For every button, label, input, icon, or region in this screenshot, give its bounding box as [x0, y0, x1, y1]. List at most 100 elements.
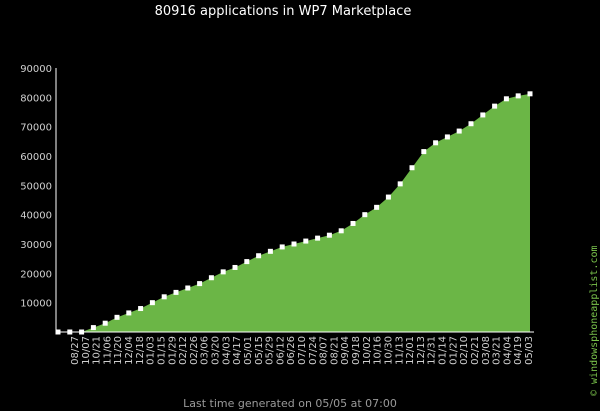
x-tick-label: 04/04 — [502, 336, 513, 365]
x-tick-label: 12/18 — [135, 336, 146, 365]
x-tick-label: 12/04 — [124, 336, 135, 365]
x-tick-label: 10/02 — [362, 336, 373, 365]
x-tick-label: 01/29 — [167, 336, 178, 365]
data-point — [102, 320, 108, 326]
axes — [55, 68, 534, 333]
data-point — [256, 253, 262, 259]
data-point — [114, 314, 120, 320]
y-tick-label: 50000 — [20, 181, 52, 192]
x-tick-label: 07/10 — [297, 336, 308, 365]
y-tick-label: 90000 — [20, 64, 52, 75]
x-tick-label: 12/13 — [416, 336, 427, 365]
y-tick-label: 40000 — [20, 211, 52, 222]
area-layer — [58, 93, 530, 333]
x-tick-label: 02/21 — [470, 336, 481, 365]
data-point — [468, 121, 474, 127]
x-tick-label: 10/21 — [92, 336, 103, 365]
area-series — [58, 93, 530, 333]
y-tick-label: 70000 — [20, 123, 52, 134]
x-tick-label: 09/04 — [340, 336, 351, 365]
data-point — [326, 232, 332, 238]
data-point — [197, 281, 203, 287]
x-tick-label: 05/03 — [524, 336, 535, 365]
x-tick-label: 05/29 — [265, 336, 276, 365]
data-point — [185, 285, 191, 291]
data-point — [291, 241, 297, 247]
x-tick-label: 04/19 — [513, 336, 524, 365]
data-point — [480, 112, 486, 118]
x-tick-label: 04/17 — [232, 336, 243, 365]
data-point — [267, 248, 273, 254]
data-point — [397, 181, 403, 187]
x-tick-label: 02/26 — [189, 336, 200, 365]
x-tick-label: 09/18 — [351, 336, 362, 365]
x-tick-label: 04/03 — [221, 336, 232, 365]
x-tick-label: 05/01 — [243, 336, 254, 365]
data-point — [374, 204, 380, 210]
x-tick-label: 06/26 — [286, 336, 297, 365]
x-tick-label: 01/15 — [156, 336, 167, 365]
data-point — [90, 325, 96, 331]
data-point — [208, 275, 214, 281]
data-point — [279, 244, 285, 250]
x-tick-label: 12/01 — [405, 336, 416, 365]
x-tick-label: 03/20 — [211, 336, 222, 365]
marker-layer — [55, 91, 533, 335]
x-tick-label: 12/31 — [427, 336, 438, 365]
data-point — [303, 238, 309, 244]
x-tick-label: 08/07 — [319, 336, 330, 365]
x-tick-label: 01/14 — [438, 336, 449, 365]
y-tick-label: 30000 — [20, 240, 52, 251]
data-point — [149, 300, 155, 306]
x-tick-label: 11/06 — [102, 336, 113, 365]
data-point — [315, 235, 321, 241]
data-point — [409, 165, 415, 171]
footer-text: Last time generated on 05/05 at 07:00 — [183, 397, 397, 410]
data-point — [232, 264, 238, 270]
data-point — [421, 149, 427, 155]
x-tick-label: 01/03 — [146, 336, 157, 365]
data-point — [173, 289, 179, 295]
x-tick-label: 08/27 — [70, 336, 81, 365]
x-tick-label: 02/12 — [178, 336, 189, 365]
x-tick-label: 01/27 — [448, 336, 459, 365]
x-tick-label: 08/21 — [329, 336, 340, 365]
x-tick-label: 07/24 — [308, 336, 319, 365]
data-point — [527, 91, 533, 97]
y-tick-label: 20000 — [20, 269, 52, 280]
credit-text: © windowsphoneapplist.com — [589, 245, 600, 396]
data-point — [126, 310, 132, 316]
x-tick-label: 03/08 — [481, 336, 492, 365]
x-tick-label: 11/13 — [394, 336, 405, 365]
y-tick-label: 80000 — [20, 93, 52, 104]
x-tick-label: 05/15 — [254, 336, 265, 365]
data-point — [138, 306, 144, 312]
x-tick-label: 10/30 — [383, 336, 394, 365]
data-point — [338, 228, 344, 234]
data-point — [161, 294, 167, 300]
y-tick-labels: 90000 80000 70000 60000 50000 40000 30000 20000… — [20, 64, 52, 310]
x-tick-label: 10/07 — [81, 336, 92, 365]
data-point — [456, 128, 462, 134]
chart-title: 80916 applications in WP7 Marketplace — [155, 4, 412, 19]
data-point — [244, 259, 250, 265]
data-point — [515, 93, 521, 99]
x-tick-label: 06/12 — [275, 336, 286, 365]
x-tick-label: 03/21 — [492, 336, 503, 365]
x-tick-label: 11/20 — [113, 336, 124, 365]
data-point — [220, 269, 226, 275]
data-point — [362, 212, 368, 218]
data-point — [503, 96, 509, 102]
data-point — [350, 220, 356, 226]
y-tick-label: 60000 — [20, 152, 52, 163]
data-point — [444, 134, 450, 140]
data-point — [492, 103, 498, 109]
x-tick-label: 03/06 — [200, 336, 211, 365]
x-tick-label: 02/10 — [459, 336, 470, 365]
data-point — [385, 194, 391, 200]
y-tick-label: 10000 — [20, 299, 52, 310]
x-tick-labels: 08/27 10/07 10/21 11/06 11/20 12/04 12/18 01/03… — [70, 336, 535, 365]
data-point — [433, 140, 439, 146]
